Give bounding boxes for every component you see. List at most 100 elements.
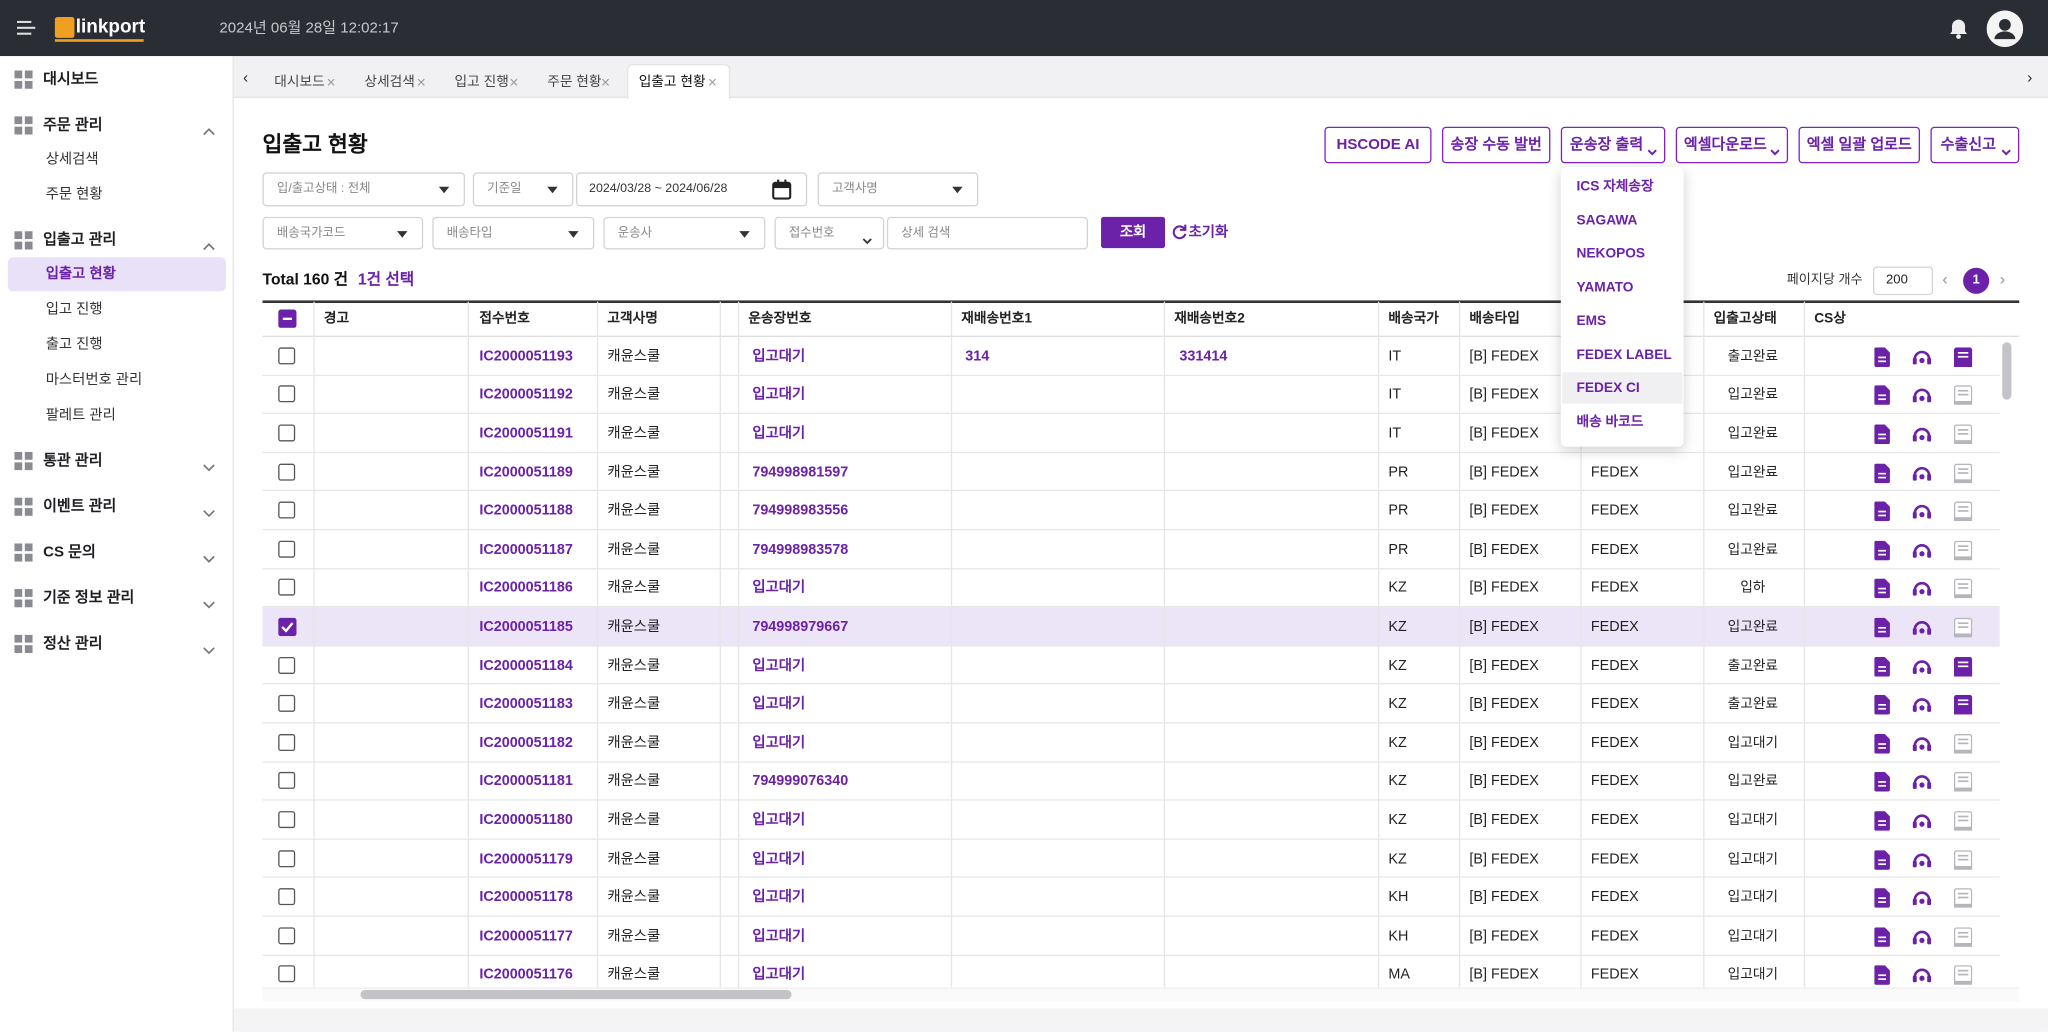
sidebar-item[interactable]: 주문 관리 xyxy=(43,117,103,134)
label-icon[interactable] xyxy=(1953,617,1973,638)
doc-icon[interactable] xyxy=(1874,849,1890,870)
cell-id[interactable]: IC2000051182 xyxy=(479,735,573,751)
sidebar-subitem[interactable]: 주문 현황 xyxy=(45,186,103,203)
sidebar-subitem[interactable]: 출고 진행 xyxy=(45,336,103,353)
search-input[interactable] xyxy=(886,216,1088,250)
table-row[interactable] xyxy=(262,607,2000,647)
row-checkbox[interactable] xyxy=(278,772,296,790)
cs-icon[interactable] xyxy=(1912,695,1932,715)
cs-icon[interactable] xyxy=(1912,927,1932,947)
label-icon[interactable] xyxy=(1953,656,1973,677)
row-checkbox[interactable] xyxy=(278,695,296,713)
cell-id[interactable]: IC2000051179 xyxy=(479,851,573,867)
table-row[interactable] xyxy=(262,646,2000,685)
cs-icon[interactable] xyxy=(1912,463,1932,483)
cell-tracking[interactable]: 794999076340 xyxy=(752,773,849,790)
dropdown-item[interactable]: YAMATO xyxy=(1576,279,1634,296)
tab-close[interactable]: × xyxy=(600,73,610,92)
cell-id[interactable]: IC2000051189 xyxy=(479,464,573,481)
action-button[interactable]: 수출신고 xyxy=(1930,126,2020,164)
tab-close[interactable]: × xyxy=(509,73,519,92)
sidebar-subitem[interactable]: 마스터번호 관리 xyxy=(45,372,143,388)
row-checkbox[interactable] xyxy=(278,617,297,637)
label-icon[interactable] xyxy=(1953,849,1973,870)
doc-icon[interactable] xyxy=(1874,540,1890,561)
cs-icon[interactable] xyxy=(1912,811,1932,831)
notification-bell[interactable] xyxy=(1949,18,1969,39)
calendar-icon[interactable] xyxy=(772,179,792,200)
table-row[interactable] xyxy=(262,916,2000,956)
cell-tracking[interactable]: 794998983578 xyxy=(752,541,849,558)
doc-icon[interactable] xyxy=(1874,501,1890,522)
sidebar-item[interactable]: CS 문의 xyxy=(43,544,96,561)
label-icon[interactable] xyxy=(1953,424,1973,445)
cell-id[interactable]: IC2000051188 xyxy=(479,503,573,519)
doc-icon[interactable] xyxy=(1874,927,1890,947)
cell-id[interactable]: IC2000051181 xyxy=(479,773,573,790)
reset-icon[interactable] xyxy=(1172,223,1188,240)
tab-close[interactable]: × xyxy=(416,73,426,92)
doc-icon[interactable] xyxy=(1874,772,1890,793)
tab-close[interactable]: × xyxy=(707,73,718,92)
cell-id[interactable]: IC2000051191 xyxy=(479,425,573,442)
cell-tracking[interactable]: 794998981597 xyxy=(752,464,849,481)
doc-icon[interactable] xyxy=(1874,695,1890,715)
cell-tracking[interactable]: 입고대기 xyxy=(752,348,806,365)
label-icon[interactable] xyxy=(1953,347,1973,367)
cell-re1[interactable]: 314 xyxy=(965,348,990,365)
table-row[interactable] xyxy=(262,336,2000,376)
sidebar-subitem[interactable]: 입고 진행 xyxy=(45,301,103,318)
cell-id[interactable]: IC2000051185 xyxy=(479,619,573,635)
cs-icon[interactable] xyxy=(1912,966,1932,986)
cell-tracking[interactable]: 입고대기 xyxy=(752,889,806,906)
cell-id[interactable]: IC2000051180 xyxy=(479,812,573,829)
cs-icon[interactable] xyxy=(1912,772,1932,792)
country-code-select[interactable] xyxy=(262,216,424,250)
label-icon[interactable] xyxy=(1953,733,1973,754)
action-button[interactable]: 엑셀다운로드 xyxy=(1675,126,1789,164)
user-avatar[interactable] xyxy=(1986,10,2024,48)
dropdown-item[interactable]: FEDEX LABEL xyxy=(1576,346,1672,363)
row-checkbox[interactable] xyxy=(278,385,296,403)
action-button[interactable]: 운송장 출력 xyxy=(1560,126,1666,164)
table-row[interactable] xyxy=(262,491,2000,531)
row-checkbox[interactable] xyxy=(278,540,296,558)
label-icon[interactable] xyxy=(1953,463,1973,483)
dropdown-item[interactable]: NEKOPOS xyxy=(1576,246,1646,262)
label-icon[interactable] xyxy=(1953,695,1973,715)
cell-tracking[interactable]: 입고대기 xyxy=(752,735,806,751)
menu-toggle[interactable] xyxy=(16,20,38,37)
row-checkbox[interactable] xyxy=(278,463,296,481)
search-button[interactable]: 조회 xyxy=(1101,216,1166,249)
dropdown-item[interactable]: 배송 바코드 xyxy=(1576,413,1644,430)
sidebar-subitem[interactable]: 상세검색 xyxy=(45,151,99,168)
cell-id[interactable]: IC2000051176 xyxy=(479,967,573,983)
label-icon[interactable] xyxy=(1953,579,1973,599)
table-row[interactable] xyxy=(262,839,2000,879)
doc-icon[interactable] xyxy=(1874,811,1890,831)
sidebar-subitem[interactable]: 입출고 현황 xyxy=(45,266,116,283)
cell-tracking[interactable]: 입고대기 xyxy=(752,425,806,442)
row-checkbox[interactable] xyxy=(278,579,296,597)
doc-icon[interactable] xyxy=(1874,733,1890,754)
cell-id[interactable]: IC2000051178 xyxy=(479,889,573,906)
row-checkbox[interactable] xyxy=(278,849,296,867)
dropdown-item[interactable]: ICS 자체송장 xyxy=(1576,178,1654,195)
sidebar-item[interactable]: 입출고 관리 xyxy=(43,232,117,249)
cs-icon[interactable] xyxy=(1912,734,1932,754)
cell-tracking[interactable]: 입고대기 xyxy=(752,812,806,829)
tab-scroll-right[interactable]: › xyxy=(2027,67,2033,87)
table-row[interactable] xyxy=(262,530,2000,569)
row-checkbox[interactable] xyxy=(278,927,296,945)
cell-id[interactable]: IC2000051183 xyxy=(479,696,573,713)
cs-icon[interactable] xyxy=(1912,502,1932,522)
sidebar-item[interactable]: 이벤트 관리 xyxy=(43,498,117,515)
tab-scroll-left[interactable]: ‹ xyxy=(242,67,249,87)
doc-icon[interactable] xyxy=(1874,965,1890,986)
label-icon[interactable] xyxy=(1953,888,1973,908)
dropdown-item[interactable]: FEDEX CI xyxy=(1576,380,1640,396)
cell-re2[interactable]: 331414 xyxy=(1179,348,1228,365)
cell-tracking[interactable]: 입고대기 xyxy=(752,657,806,674)
table-row[interactable] xyxy=(262,452,2000,492)
table-row[interactable] xyxy=(262,723,2000,763)
